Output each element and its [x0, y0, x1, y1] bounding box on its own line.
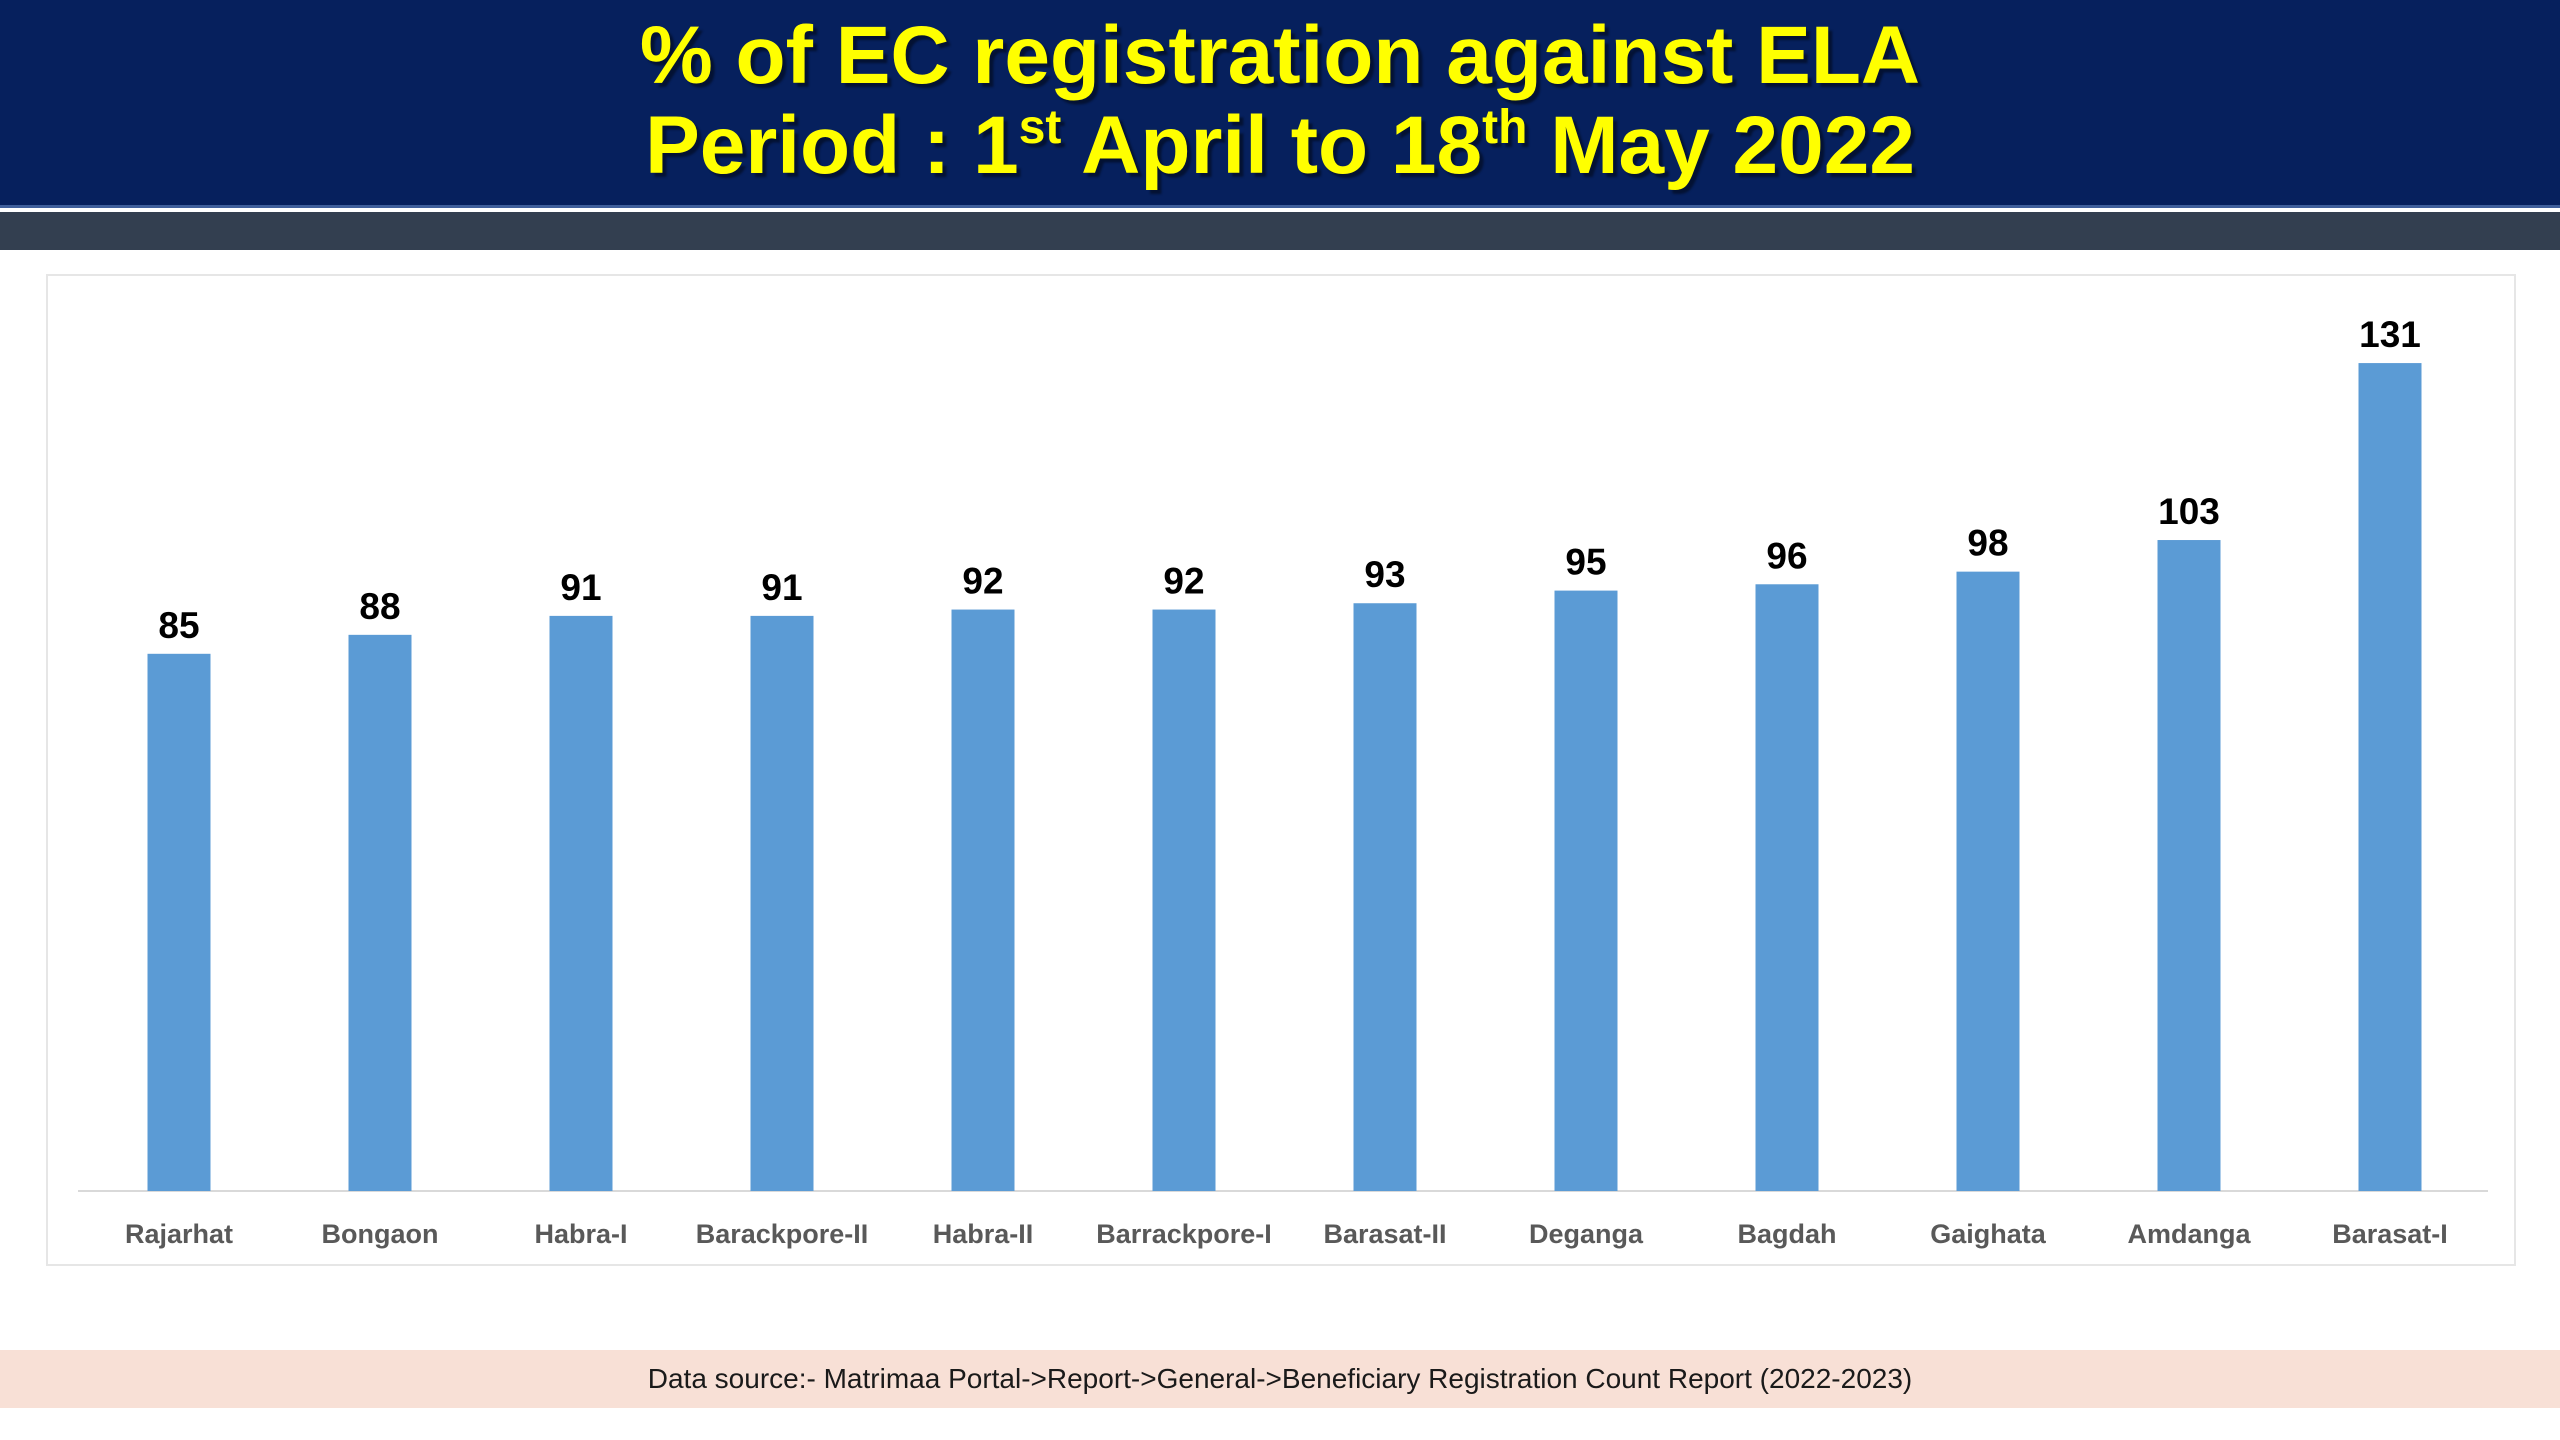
- period-subtitle: Period : 1st April to 18th May 2022: [0, 101, 2560, 203]
- x-tick-label: Barrackpore-I: [1096, 1219, 1272, 1249]
- bar-barasat-i: [2358, 363, 2422, 1191]
- x-tick-label: Gaighata: [1930, 1219, 2047, 1249]
- data-label: 85: [158, 605, 199, 646]
- data-label: 92: [962, 561, 1003, 602]
- data-label: 98: [1967, 523, 2008, 564]
- period-superscript-st: st: [1018, 101, 1062, 154]
- data-label: 96: [1766, 535, 1807, 576]
- x-tick-label: Rajarhat: [125, 1219, 233, 1249]
- x-tick-label: Barasat-II: [1323, 1219, 1446, 1249]
- data-label: 92: [1163, 561, 1204, 602]
- bar-habra-ii: [951, 609, 1015, 1191]
- data-label: 88: [359, 586, 400, 627]
- bar-amdanga: [2157, 540, 2221, 1191]
- data-label: 95: [1565, 542, 1606, 583]
- period-text-suffix: May 2022: [1527, 100, 1915, 191]
- x-tick-label: Habra-I: [534, 1219, 627, 1249]
- period-superscript-th: th: [1482, 101, 1528, 154]
- x-tick-label: Barackpore-II: [696, 1219, 869, 1249]
- bar-deganga: [1554, 590, 1618, 1191]
- bar-chart: 85 Rajarhat 88 Bongaon 91 Habra-I 91 Barackpore…: [78, 314, 2488, 1249]
- chart-area: 85 Rajarhat 88 Bongaon 91 Habra-I 91 Barackpore…: [46, 274, 2516, 1266]
- bar-barackpore-ii: [750, 615, 814, 1191]
- data-label: 91: [761, 567, 802, 608]
- x-tick-label: Amdanga: [2127, 1219, 2251, 1249]
- x-tick-label: Habra-II: [933, 1219, 1034, 1249]
- bar-bagdah: [1755, 584, 1819, 1191]
- banner-gap: [0, 208, 2560, 212]
- data-label: 91: [560, 567, 601, 608]
- bar-habra-i: [549, 615, 613, 1191]
- title-banner: % of EC registration against ELA Period …: [0, 0, 2560, 208]
- bar-bongaon: [348, 634, 412, 1191]
- x-tick-label: Bongaon: [322, 1219, 439, 1249]
- data-label: 131: [2359, 314, 2421, 355]
- x-tick-label: Barasat-I: [2332, 1219, 2448, 1249]
- period-text-prefix: Period : 1: [645, 100, 1019, 191]
- bar-rajarhat: [147, 653, 211, 1191]
- header-divider-stripe: [0, 212, 2560, 250]
- bar-barasat-ii: [1353, 603, 1417, 1191]
- x-tick-label: Deganga: [1529, 1219, 1644, 1249]
- period-text-middle: April to 18: [1061, 100, 1483, 191]
- chart-title: % of EC registration against ELA: [639, 10, 1921, 101]
- data-label: 93: [1364, 554, 1405, 595]
- bar-barrackpore-i: [1152, 609, 1216, 1191]
- x-tick-label: Bagdah: [1737, 1219, 1836, 1249]
- data-label: 103: [2158, 491, 2220, 532]
- data-source-footer: Data source:- Matrimaa Portal->Report->G…: [0, 1350, 2560, 1408]
- bar-gaighata: [1956, 571, 2020, 1191]
